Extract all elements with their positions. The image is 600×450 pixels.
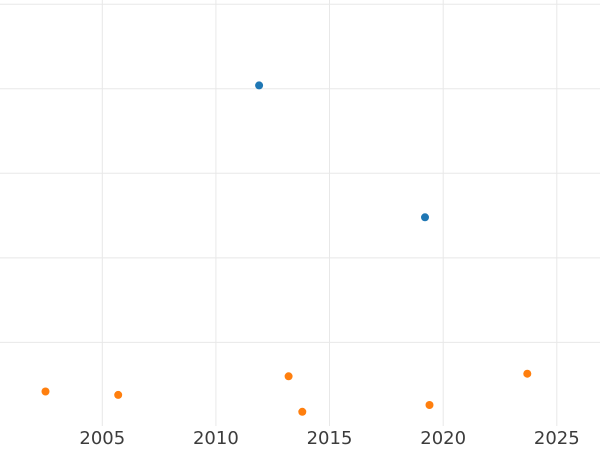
data-point-orange bbox=[41, 387, 50, 396]
x-tick-label: 2005 bbox=[79, 428, 125, 449]
data-point-blue bbox=[255, 81, 264, 90]
x-tick-label: 2025 bbox=[534, 428, 580, 449]
data-point-orange bbox=[425, 401, 434, 409]
data-point-blue bbox=[421, 213, 429, 222]
data-point-orange bbox=[523, 369, 532, 378]
data-point-orange bbox=[284, 372, 293, 381]
x-tick-label: 2010 bbox=[193, 428, 239, 449]
x-tick-label: 2020 bbox=[420, 428, 466, 449]
grid bbox=[0, 0, 600, 426]
x-tick-label: 2015 bbox=[307, 428, 353, 449]
data-point-orange bbox=[298, 407, 307, 416]
data-point-orange bbox=[114, 390, 123, 399]
x-axis: 2005 2010 2015 2020 2025 bbox=[79, 428, 579, 449]
data-points bbox=[41, 81, 532, 416]
